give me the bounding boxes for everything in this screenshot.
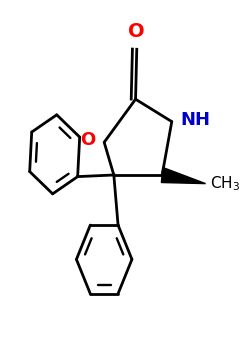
Text: O: O <box>80 131 96 148</box>
Text: NH: NH <box>180 111 210 129</box>
Text: CH$_3$: CH$_3$ <box>210 174 240 193</box>
Text: O: O <box>128 22 145 41</box>
Polygon shape <box>162 168 206 184</box>
